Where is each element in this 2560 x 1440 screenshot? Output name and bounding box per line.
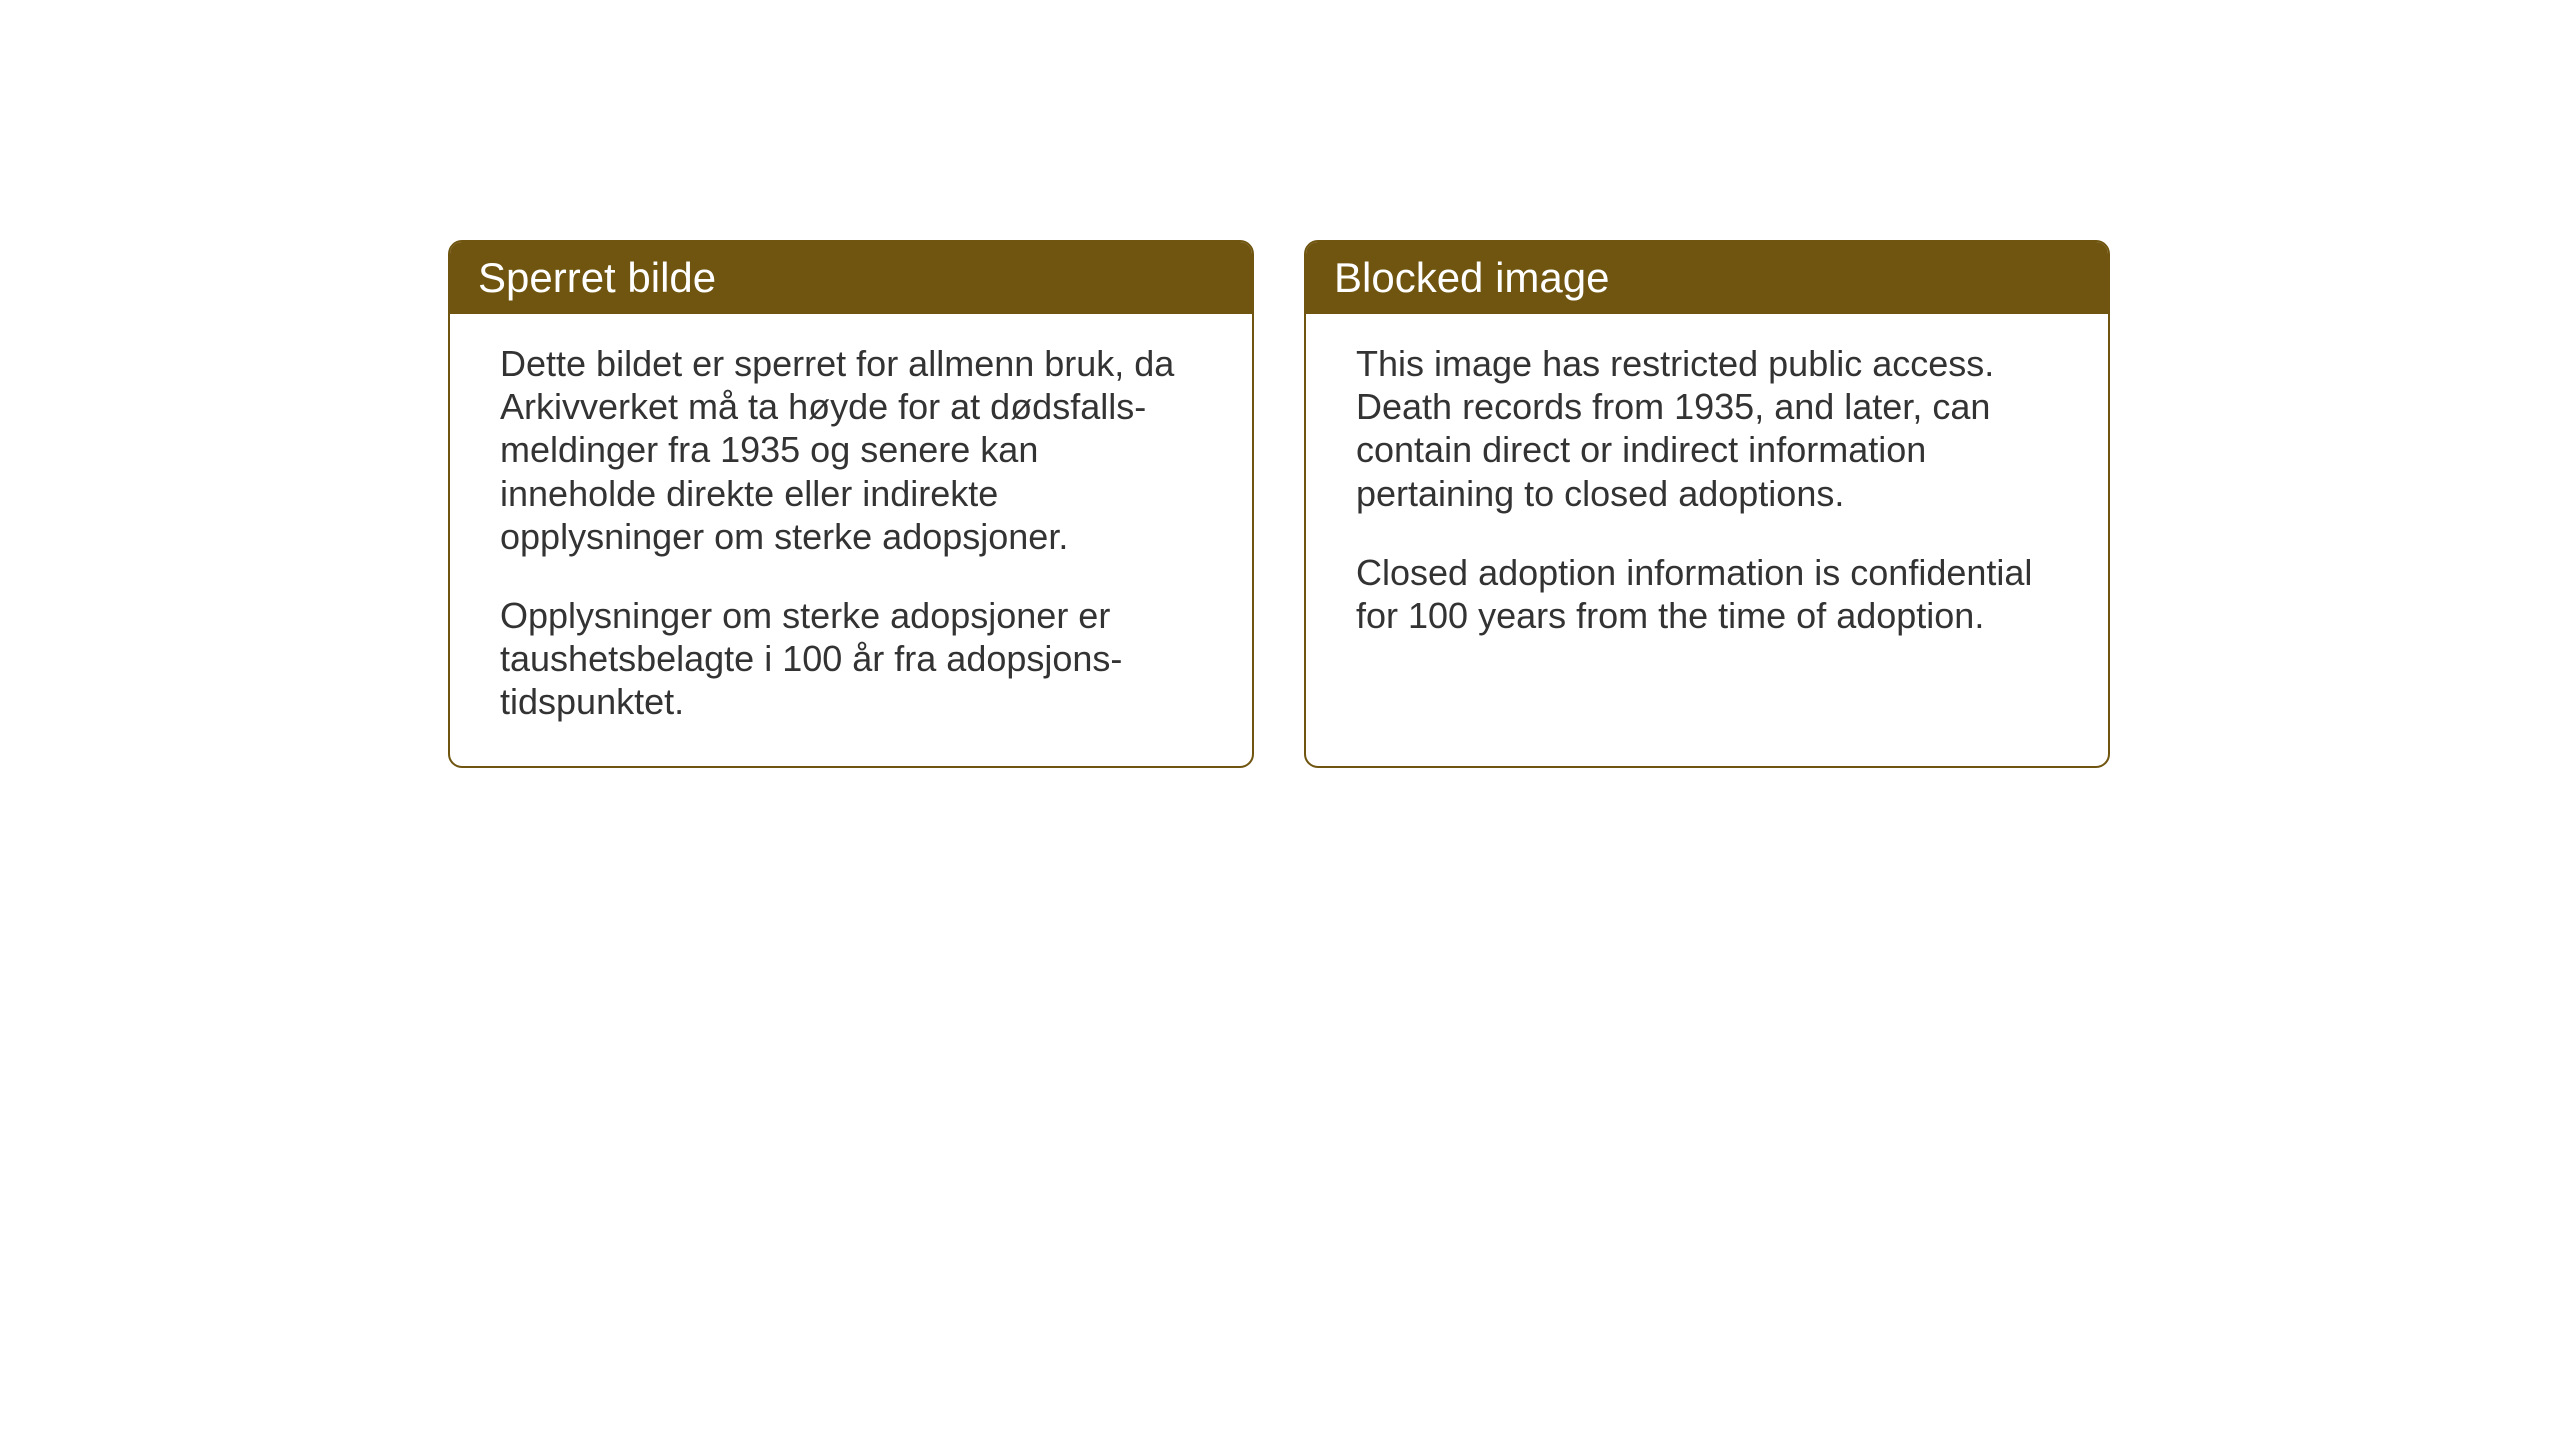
card-english: Blocked image This image has restricted … [1304,240,2110,768]
cards-container: Sperret bilde Dette bildet er sperret fo… [448,240,2110,768]
card-body-norwegian: Dette bildet er sperret for allmenn bruk… [450,314,1252,766]
card-paragraph-1: This image has restricted public access.… [1356,342,2058,515]
card-norwegian: Sperret bilde Dette bildet er sperret fo… [448,240,1254,768]
card-paragraph-2: Closed adoption information is confident… [1356,551,2058,637]
card-title: Blocked image [1334,254,1609,301]
card-header-norwegian: Sperret bilde [450,242,1252,314]
card-header-english: Blocked image [1306,242,2108,314]
card-title: Sperret bilde [478,254,716,301]
card-paragraph-1: Dette bildet er sperret for allmenn bruk… [500,342,1202,558]
card-paragraph-2: Opplysninger om sterke adopsjoner er tau… [500,594,1202,724]
card-body-english: This image has restricted public access.… [1306,314,2108,679]
